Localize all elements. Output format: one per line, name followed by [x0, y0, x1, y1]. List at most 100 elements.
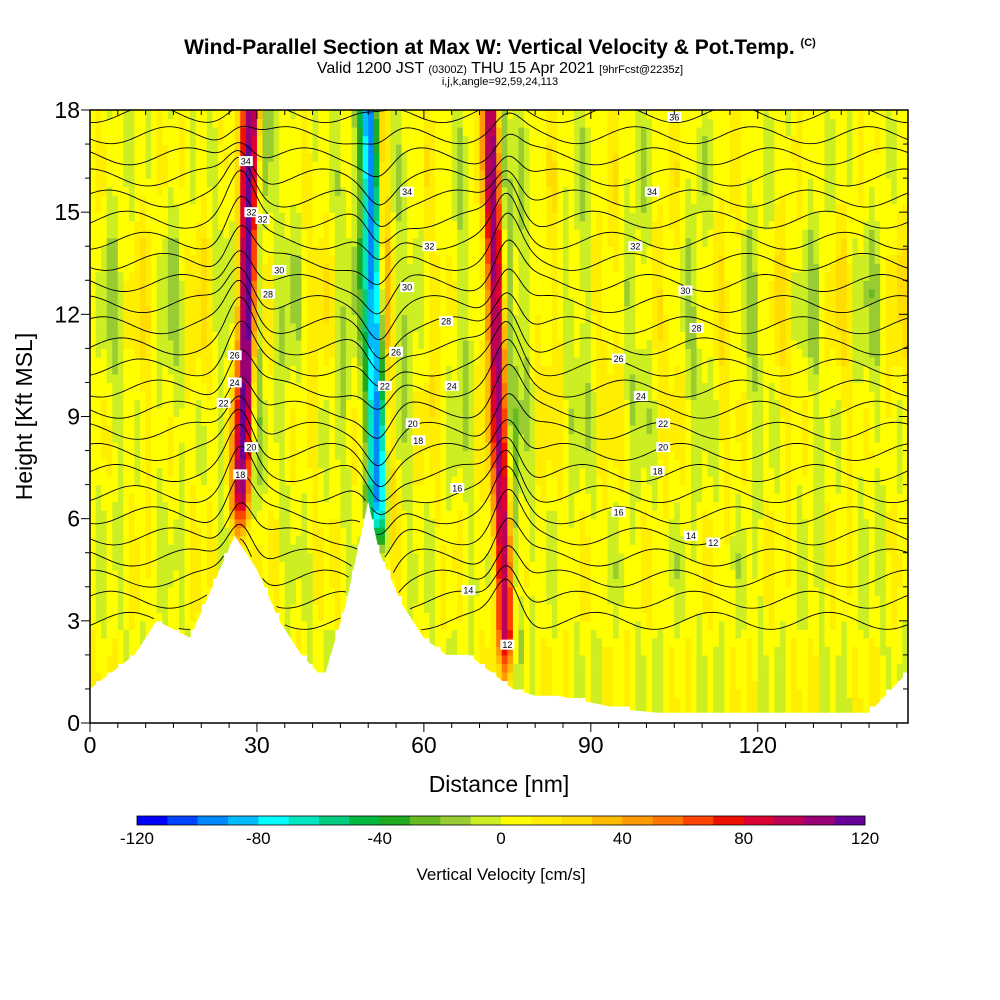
- colorbar-swatch: [319, 816, 350, 825]
- isentrope-label-bg: [233, 469, 248, 480]
- isentrope-label-bg: [678, 285, 693, 296]
- isentrope-label-bg: [389, 346, 404, 357]
- isentrope-label: 20: [246, 443, 256, 453]
- colorbar-swatch: [592, 816, 623, 825]
- isentrope-label: 14: [463, 586, 473, 596]
- colorbar-swatch: [410, 816, 441, 825]
- isentrope-label: 26: [614, 354, 624, 364]
- isentrope-label-bg: [461, 585, 476, 596]
- isentrope-label: 28: [441, 317, 451, 327]
- colorbar-tick-label: -120: [120, 829, 154, 848]
- colorbar-tick-label: -80: [246, 829, 271, 848]
- isentrope: [89, 465, 909, 536]
- isentrope: [89, 578, 909, 630]
- isentrope: [89, 517, 909, 573]
- isentrope: [89, 212, 909, 286]
- isentrope: [89, 280, 909, 359]
- isentrope-label: 18: [653, 466, 663, 476]
- isentrope: [89, 408, 909, 487]
- colorbar-swatch: [228, 816, 259, 825]
- isentrope-label-bg: [261, 288, 276, 299]
- isentrope-label: 22: [380, 381, 390, 391]
- isentrope-label-bg: [377, 380, 392, 391]
- isentrope-label: 24: [230, 378, 240, 388]
- isentrope: [89, 320, 909, 388]
- isentrope-label-bg: [227, 377, 242, 388]
- isentrope-label: 16: [614, 507, 624, 517]
- isentrope: [89, 112, 909, 145]
- isentrope-label-bg: [656, 418, 671, 429]
- isentrope-label-bg: [450, 483, 465, 494]
- isentrope: [89, 538, 909, 593]
- isentrope-label: 36: [669, 112, 679, 122]
- isentrope: [89, 338, 909, 410]
- isentrope-label-bg: [633, 391, 648, 402]
- isentrope-label-bg: [689, 322, 704, 333]
- colorbar-swatch: [683, 816, 714, 825]
- isentrope-label-bg: [244, 207, 259, 218]
- isentrope-label: 32: [630, 242, 640, 252]
- isentrope-label-bg: [238, 156, 253, 167]
- isentrope-label: 18: [235, 470, 245, 480]
- colorbar-label: Vertical Velocity [cm/s]: [416, 865, 585, 884]
- isentrope: [89, 423, 909, 502]
- isentrope-label-bg: [683, 530, 698, 541]
- colorbar-swatch: [652, 816, 684, 825]
- isentrope-label-bg: [645, 186, 660, 197]
- y-tick-label: 9: [67, 404, 80, 430]
- isentrope-label-bg: [216, 397, 231, 408]
- isentrope-label-bg: [611, 353, 626, 364]
- isentrope-label-bg: [272, 265, 287, 276]
- y-tick-label: 12: [54, 301, 80, 327]
- isentrope: [89, 488, 909, 558]
- isentrope-label-bg: [227, 350, 242, 361]
- isentrope-label-bg: [439, 316, 454, 327]
- isentrope-label: 22: [658, 419, 668, 429]
- colorbar-swatch: [713, 816, 744, 825]
- x-axis-label: Distance [nm]: [429, 771, 570, 797]
- colorbar-swatch: [531, 816, 562, 825]
- colorbar-swatch: [501, 816, 532, 825]
- isentrope-label-bg: [611, 506, 626, 517]
- isentrope-label: 34: [402, 187, 412, 197]
- isentrope: [89, 192, 909, 260]
- isentrope: [89, 393, 909, 467]
- colorbar-swatch: [622, 816, 653, 825]
- isentrope-label-bg: [255, 213, 270, 224]
- x-tick-label: 120: [739, 732, 777, 758]
- isentrope: [89, 133, 909, 178]
- chart-subtitle: Valid 1200 JST (0300Z) THU 15 Apr 2021 […: [316, 60, 684, 77]
- isentrope-label: 28: [263, 289, 273, 299]
- chart-subtitle-indices: i,j,k,angle=92,59,24,113: [441, 76, 559, 88]
- isentrope-label-bg: [667, 111, 682, 122]
- isentrope-label-bg: [656, 442, 671, 453]
- colorbar-swatch: [561, 816, 593, 825]
- x-tick-label: 60: [411, 732, 437, 758]
- colorbar-swatch: [470, 816, 502, 825]
- isentrope-label: 14: [686, 531, 696, 541]
- colorbar-swatch: [137, 816, 168, 825]
- isentrope-label: 30: [402, 283, 412, 293]
- isentrope-label: 34: [241, 157, 251, 167]
- colorbar-swatch: [379, 816, 411, 825]
- isentrope-label: 32: [257, 214, 267, 224]
- colorbar-tick-label: -40: [367, 829, 392, 848]
- colorbar-swatch: [804, 816, 835, 825]
- isentrope-label: 34: [647, 187, 657, 197]
- colorbar-swatch: [258, 816, 289, 825]
- colorbar-tick-label: 0: [496, 829, 505, 848]
- isentrope-label-bg: [411, 435, 426, 446]
- colorbar-tick-label: 80: [734, 829, 753, 848]
- y-tick-label: 6: [67, 506, 80, 532]
- colorbar-frame: [136, 815, 866, 826]
- isentrope-label: 30: [680, 286, 690, 296]
- isentrope: [89, 150, 909, 206]
- colorbar-swatch: [774, 816, 805, 825]
- chart-title: Wind-Parallel Section at Max W: Vertical…: [184, 36, 816, 59]
- x-tick-label: 90: [578, 732, 604, 758]
- colorbar-swatch: [288, 816, 320, 825]
- colorbar-swatch: [834, 816, 866, 825]
- isentrope-label-bg: [500, 639, 515, 650]
